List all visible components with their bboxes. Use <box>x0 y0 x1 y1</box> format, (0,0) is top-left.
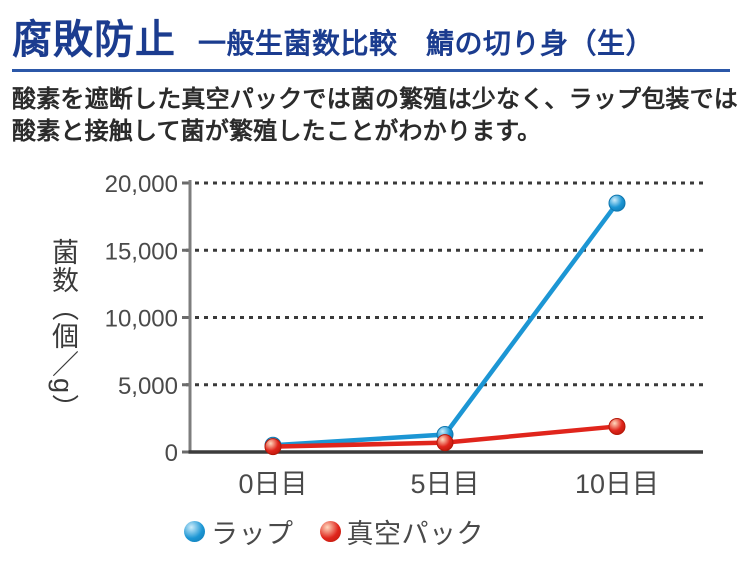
legend-marker-icon <box>319 521 341 542</box>
y-tick-label: 10,000 <box>105 306 178 333</box>
data-point-vacuum-pack <box>264 438 282 456</box>
bacteria-count-line-chart: 0 5,000 10,000 15,000 20,000 0日目 5日目 10日目 <box>105 171 703 499</box>
y-tick-label: 20,000 <box>105 171 178 198</box>
x-tick-label: 5日目 <box>410 469 479 499</box>
x-tick-label: 0日目 <box>238 469 307 499</box>
data-point-wrap <box>608 194 626 212</box>
data-point-vacuum-pack <box>436 434 454 452</box>
legend-label: ラップ <box>211 519 294 549</box>
x-tick-label: 10日目 <box>575 469 659 499</box>
page-subtitle: 一般生菌数比較 鯖の切り身（生） <box>198 28 655 59</box>
title-underline <box>12 69 730 72</box>
legend-item-wrap: ラップ <box>184 512 294 551</box>
series-line-wrap <box>270 200 620 448</box>
y-tick-label: 15,000 <box>105 238 178 265</box>
data-point-vacuum-pack <box>608 417 626 435</box>
chart-legend: ラップ 真空パック <box>184 512 484 551</box>
header: 腐敗防止 一般生菌数比較 鯖の切り身（生） <box>12 20 730 60</box>
legend-label: 真空パック <box>346 519 484 549</box>
description-text: 酸素を遮断した真空パックでは菌の繁殖は少なく、ラップ包装では酸素と接触して菌が繁… <box>12 86 738 145</box>
y-tick-label: 0 <box>165 440 178 467</box>
y-axis-label: 菌数（個／g） <box>48 238 78 423</box>
legend-marker-icon <box>184 521 205 542</box>
legend-item-vacuum-pack: 真空パック <box>319 512 485 551</box>
page-title: 腐敗防止 <box>12 18 176 62</box>
y-tick-label: 5,000 <box>118 373 178 400</box>
